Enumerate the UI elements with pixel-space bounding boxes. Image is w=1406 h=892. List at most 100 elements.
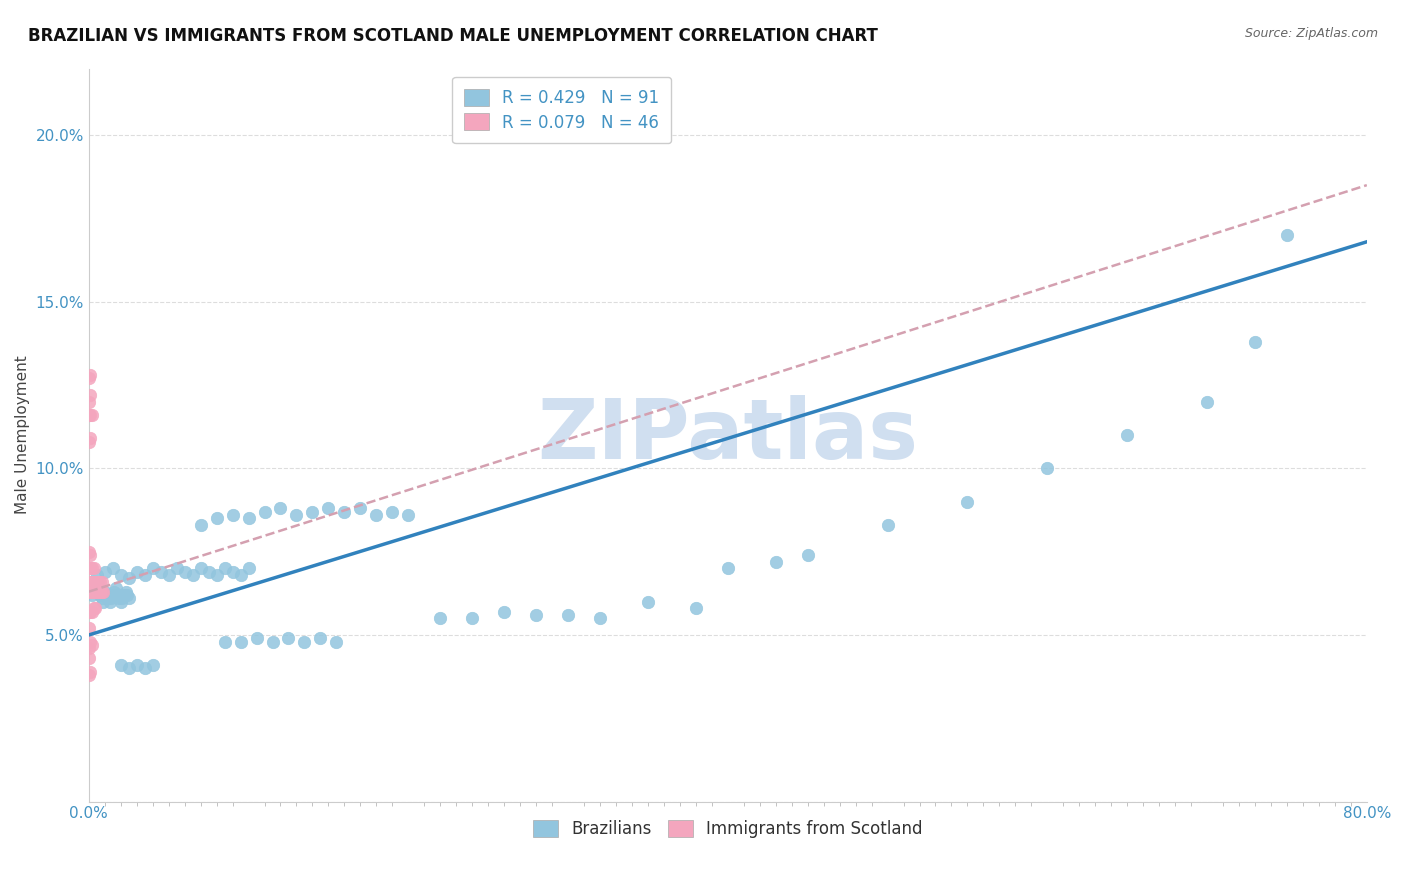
Point [349, 501, 371, 516]
Point [89, 584, 111, 599]
Point [214, 634, 236, 648]
Point [876, 518, 898, 533]
Point [118, 661, 141, 675]
Point [80, 588, 103, 602]
Point [245, 632, 267, 646]
Point [118, 571, 141, 585]
Point [87, 584, 110, 599]
Point [318, 501, 340, 516]
Point [77, 394, 100, 409]
Point [285, 508, 308, 522]
Point [77, 584, 100, 599]
Point [103, 584, 125, 599]
Y-axis label: Male Unemployment: Male Unemployment [15, 356, 30, 515]
Point [205, 511, 228, 525]
Point [173, 565, 195, 579]
Point [79, 634, 101, 648]
Point [77, 544, 100, 558]
Point [229, 568, 252, 582]
Point [83, 561, 105, 575]
Point [90, 574, 112, 589]
Point [221, 565, 243, 579]
Point [84, 601, 107, 615]
Point [79, 431, 101, 445]
Point [142, 561, 165, 575]
Point [110, 594, 132, 608]
Point [1116, 428, 1139, 442]
Point [111, 591, 134, 606]
Point [494, 605, 516, 619]
Point [107, 588, 129, 602]
Point [77, 408, 100, 422]
Point [77, 605, 100, 619]
Point [118, 591, 141, 606]
Point [79, 408, 101, 422]
Point [114, 584, 136, 599]
Point [589, 611, 612, 625]
Point [79, 388, 101, 402]
Point [333, 505, 356, 519]
Point [262, 634, 284, 648]
Point [77, 434, 100, 449]
Point [83, 582, 105, 596]
Point [77, 561, 100, 575]
Point [461, 611, 484, 625]
Point [205, 568, 228, 582]
Point [86, 584, 108, 599]
Point [83, 574, 105, 589]
Point [77, 621, 100, 635]
Point [157, 568, 180, 582]
Point [149, 565, 172, 579]
Point [79, 584, 101, 599]
Point [1275, 228, 1298, 243]
Point [83, 601, 105, 615]
Point [84, 574, 107, 589]
Point [94, 584, 117, 599]
Point [294, 634, 316, 648]
Point [86, 574, 108, 589]
Point [77, 574, 100, 589]
Point [1036, 461, 1059, 475]
Text: Source: ZipAtlas.com: Source: ZipAtlas.com [1244, 27, 1378, 40]
Point [104, 582, 127, 596]
Point [190, 561, 212, 575]
Point [77, 668, 100, 682]
Point [97, 591, 120, 606]
Point [89, 588, 111, 602]
Point [110, 657, 132, 672]
Point [221, 508, 243, 522]
Point [637, 594, 659, 608]
Point [90, 584, 112, 599]
Point [80, 561, 103, 575]
Point [79, 574, 101, 589]
Point [381, 505, 404, 519]
Point [229, 634, 252, 648]
Point [524, 607, 547, 622]
Point [87, 574, 110, 589]
Point [125, 657, 148, 672]
Point [108, 591, 131, 606]
Point [717, 561, 740, 575]
Point [134, 661, 156, 675]
Point [87, 584, 110, 599]
Point [1244, 334, 1267, 349]
Point [269, 501, 291, 516]
Point [110, 568, 132, 582]
Point [277, 632, 299, 646]
Point [80, 605, 103, 619]
Point [796, 548, 818, 562]
Legend: Brazilians, Immigrants from Scotland: Brazilians, Immigrants from Scotland [526, 813, 929, 845]
Point [685, 601, 707, 615]
Point [115, 588, 138, 602]
Point [80, 638, 103, 652]
Point [429, 611, 451, 625]
Point [166, 561, 188, 575]
Point [80, 584, 103, 599]
Point [956, 494, 979, 508]
Point [91, 584, 114, 599]
Point [79, 665, 101, 679]
Point [77, 584, 100, 599]
Point [83, 584, 105, 599]
Point [190, 518, 212, 533]
Point [101, 561, 124, 575]
